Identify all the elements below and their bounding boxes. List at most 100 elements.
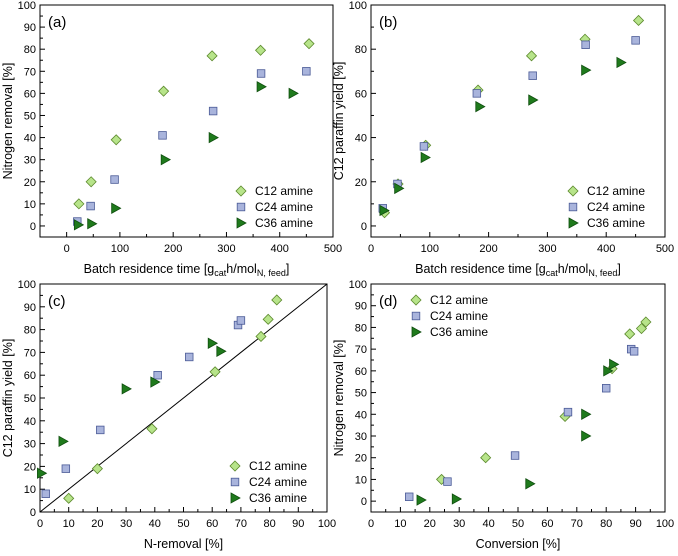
legend-marker (230, 477, 240, 487)
data-point-c12-amine (640, 316, 652, 328)
data-point-c12-amine (85, 176, 97, 188)
y-tick-label: 40 (355, 133, 367, 145)
y-tick-label: 100 (18, 279, 36, 291)
y-tick-label: 30 (24, 155, 36, 167)
y-tick-label: 60 (24, 88, 36, 100)
x-tick-label: 500 (324, 243, 342, 255)
data-point-c36-amine (288, 87, 299, 100)
data-point-c36-amine (111, 202, 122, 214)
x-tick-label: 100 (318, 518, 336, 530)
x-tick-label: 10 (394, 518, 406, 530)
y-tick-label: 50 (24, 110, 36, 122)
y-tick-label: 80 (24, 325, 36, 337)
x-tick-label: 200 (164, 243, 182, 255)
x-tick-label: 0 (368, 243, 374, 255)
data-point-c24-amine (158, 131, 167, 140)
data-point-c36-amine (379, 204, 390, 217)
panel-a: 0 100 200 300 400 500 0 10 20 30 40 50 60 70 80 90 100 (a… (1, 0, 342, 278)
panel-label: (d) (379, 293, 397, 310)
y-tick-label: 90 (24, 22, 36, 34)
data-point-c12-amine (146, 423, 158, 435)
x-tick-label: 0 (368, 518, 374, 530)
legend: C12 amine C24 amine C36 amine (235, 184, 313, 230)
y-tick-label: 20 (24, 177, 36, 189)
y-tick-label: 100 (349, 279, 367, 291)
legend-label: C36 amine (587, 216, 645, 230)
data-point-c12-amine (209, 366, 221, 378)
y-tick-label: 100 (349, 0, 367, 12)
y-tick-label: 20 (355, 177, 367, 189)
data-point-c24-amine (563, 407, 573, 417)
legend-label: C12 amine (430, 293, 488, 307)
data-point-c24-amine (96, 425, 105, 435)
x-tick-label: 80 (263, 518, 275, 530)
data-point-c36-amine (216, 345, 227, 357)
y-tick-label: 50 (24, 393, 36, 405)
data-point-c12-amine (525, 50, 538, 62)
panel-label: (a) (48, 14, 66, 31)
data-point-c36-amine (475, 100, 486, 113)
data-point-c12-amine (262, 313, 274, 325)
data-point-c36-amine (581, 64, 592, 76)
data-point-c12-amine (632, 14, 645, 27)
x-tick-label: 40 (482, 518, 494, 530)
data-point-c36-amine (208, 131, 219, 144)
y-tick-label: 0 (30, 507, 36, 519)
x-tick-label: 70 (235, 518, 247, 530)
legend-label: C36 amine (430, 325, 488, 339)
y-tick-label: 90 (355, 301, 367, 313)
data-point-c24-amine (256, 69, 266, 78)
y-tick-label: 0 (361, 221, 367, 233)
data-point-c12-amine (254, 44, 267, 56)
x-axis-label: N-removal [%] (144, 537, 223, 551)
data-point-c24-amine (510, 451, 520, 460)
x-tick-label: 400 (271, 243, 289, 255)
legend-marker (229, 460, 241, 472)
legend-marker (410, 294, 422, 306)
x-tick-label: 100 (111, 243, 129, 255)
y-tick-label: 80 (355, 44, 367, 56)
legend-label: C24 amine (255, 200, 313, 214)
data-point-c36-amine (451, 493, 463, 505)
data-point-c24-amine (443, 477, 452, 486)
legend-marker (411, 326, 422, 338)
data-point-c24-amine (41, 489, 50, 498)
plot-frame (39, 4, 334, 238)
y-axis-label: Nitrogen removal [%] (332, 340, 346, 457)
x-axis-label: Batch residence time [gcath/molN, feed] (415, 262, 621, 278)
x-tick-label: 60 (541, 518, 553, 530)
x-tick-label: 80 (600, 518, 612, 530)
data-point-c24-amine (419, 142, 429, 151)
x-tick-label: 40 (149, 518, 161, 530)
legend-marker (568, 202, 578, 212)
data-point-c24-amine (61, 464, 71, 473)
x-tick-label: 20 (91, 518, 103, 530)
y-tick-label: 30 (24, 439, 36, 451)
legend-marker (567, 185, 579, 197)
data-point-c36-amine (87, 218, 98, 230)
x-tick-label: 10 (63, 518, 75, 530)
data-point-c36-amine (581, 430, 592, 442)
data-point-c36-amine (525, 478, 536, 490)
data-point-c12-amine (271, 294, 283, 306)
y-tick-label: 70 (24, 347, 36, 359)
data-point-c36-amine (420, 151, 431, 164)
y-tick-label: 100 (18, 0, 36, 12)
data-point-c12-amine (73, 198, 85, 210)
y-tick-label: 60 (355, 366, 367, 378)
y-tick-label: 10 (24, 199, 36, 211)
data-point-c24-amine (472, 89, 482, 98)
parity-line (39, 283, 328, 513)
data-point-c24-amine (302, 67, 311, 76)
y-tick-label: 80 (24, 44, 36, 56)
data-point-c36-amine (207, 337, 219, 349)
panel-b: 0 100 200 300 400 500 0 20 40 60 80 100 (b) Batch res… (332, 0, 674, 278)
y-tick-label: 30 (355, 431, 367, 443)
data-point-c36-amine (73, 219, 85, 231)
x-tick-label: 300 (217, 243, 235, 255)
x-tick-label: 70 (571, 518, 583, 530)
x-tick-label: 60 (206, 518, 218, 530)
x-tick-label: 200 (479, 243, 497, 255)
data-point-c12-amine (158, 85, 170, 97)
